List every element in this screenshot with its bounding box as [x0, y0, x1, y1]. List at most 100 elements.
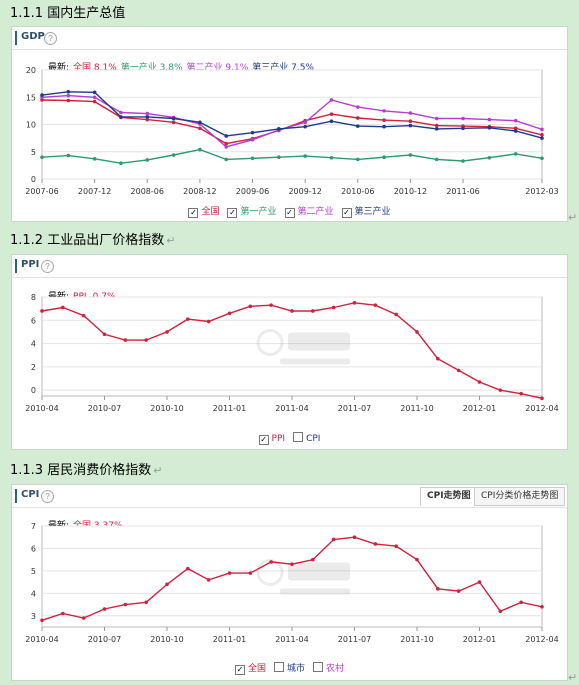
checkbox-checked-icon[interactable]: ✓: [188, 208, 199, 218]
data-point[interactable]: [119, 161, 123, 165]
data-point[interactable]: [311, 557, 315, 562]
data-point[interactable]: [269, 560, 273, 564]
legend-item[interactable]: CPI: [293, 432, 320, 444]
data-point[interactable]: [40, 155, 44, 159]
data-point[interactable]: [373, 542, 378, 546]
data-point[interactable]: [331, 305, 336, 310]
data-point[interactable]: [487, 125, 492, 130]
legend-item[interactable]: ✓ 全国: [234, 661, 266, 675]
data-point[interactable]: [224, 157, 229, 162]
data-point[interactable]: [145, 158, 150, 162]
data-point[interactable]: [40, 309, 44, 313]
data-point[interactable]: [436, 587, 440, 591]
data-point[interactable]: [513, 118, 518, 123]
data-point[interactable]: [145, 115, 150, 119]
legend-item[interactable]: 城市: [273, 661, 305, 674]
data-point[interactable]: [171, 153, 176, 157]
data-point[interactable]: [477, 580, 482, 584]
data-point[interactable]: [81, 313, 86, 318]
checkbox-checked-icon[interactable]: ✓: [227, 208, 238, 218]
data-point[interactable]: [408, 119, 413, 124]
data-point[interactable]: [61, 305, 65, 310]
data-point[interactable]: [382, 124, 386, 129]
data-point[interactable]: [248, 304, 253, 309]
data-point[interactable]: [40, 98, 44, 102]
checkbox-checked-icon[interactable]: ✓: [284, 208, 295, 218]
data-point[interactable]: [513, 129, 518, 133]
checkbox-unchecked-icon[interactable]: [293, 432, 304, 442]
data-point[interactable]: [498, 388, 503, 392]
data-point[interactable]: [408, 123, 413, 128]
legend-item[interactable]: 农村: [313, 661, 344, 674]
data-point[interactable]: [92, 90, 97, 95]
legend-item[interactable]: ✓ 全国: [188, 204, 219, 218]
data-point[interactable]: [408, 111, 413, 115]
data-point[interactable]: [206, 319, 211, 324]
data-point[interactable]: [198, 120, 202, 125]
data-point[interactable]: [119, 115, 123, 119]
data-point[interactable]: [92, 157, 97, 161]
data-point[interactable]: [66, 90, 71, 94]
data-point[interactable]: [227, 311, 232, 316]
legend-item[interactable]: ✓ 第二产业: [284, 204, 334, 218]
legend-item[interactable]: ✓ 第三产业: [341, 204, 391, 218]
data-point[interactable]: [513, 152, 518, 156]
data-point[interactable]: [66, 153, 71, 158]
data-point[interactable]: [303, 154, 307, 158]
checkbox-unchecked-icon[interactable]: [313, 662, 323, 672]
data-point[interactable]: [436, 356, 440, 361]
data-point[interactable]: [250, 130, 255, 135]
data-point[interactable]: [81, 616, 86, 620]
data-point[interactable]: [311, 309, 315, 313]
data-point[interactable]: [61, 611, 65, 616]
data-point[interactable]: [456, 368, 461, 373]
data-point[interactable]: [66, 98, 71, 103]
data-point[interactable]: [277, 155, 281, 159]
data-point[interactable]: [119, 110, 123, 115]
data-point[interactable]: [355, 105, 360, 109]
data-point[interactable]: [540, 133, 544, 137]
data-point[interactable]: [329, 112, 334, 116]
data-point[interactable]: [408, 153, 413, 157]
data-point[interactable]: [165, 582, 169, 587]
data-point[interactable]: [434, 123, 439, 128]
data-point[interactable]: [352, 535, 357, 540]
data-point[interactable]: [171, 120, 176, 125]
data-point[interactable]: [269, 303, 273, 307]
data-point[interactable]: [290, 309, 294, 313]
data-point[interactable]: [227, 571, 232, 575]
data-point[interactable]: [461, 116, 465, 121]
data-point[interactable]: [145, 111, 150, 116]
data-point[interactable]: [224, 134, 229, 138]
data-point[interactable]: [415, 330, 419, 334]
data-point[interactable]: [355, 124, 360, 128]
data-point[interactable]: [277, 127, 281, 131]
data-point[interactable]: [519, 600, 523, 605]
data-point[interactable]: [224, 141, 229, 146]
data-point[interactable]: [519, 391, 523, 396]
data-point[interactable]: [461, 159, 465, 163]
data-point[interactable]: [303, 124, 307, 129]
checkbox-checked-icon[interactable]: ✓: [234, 665, 245, 675]
data-point[interactable]: [434, 157, 439, 162]
data-point[interactable]: [198, 147, 202, 152]
checkbox-checked-icon[interactable]: ✓: [341, 208, 352, 218]
data-point[interactable]: [102, 332, 107, 337]
data-point[interactable]: [415, 557, 419, 562]
data-point[interactable]: [248, 571, 253, 575]
data-point[interactable]: [352, 301, 357, 305]
data-point[interactable]: [329, 98, 334, 102]
data-point[interactable]: [123, 602, 128, 607]
data-point[interactable]: [40, 93, 44, 97]
data-point[interactable]: [434, 127, 439, 131]
help-icon[interactable]: ?: [41, 260, 54, 273]
data-point[interactable]: [186, 566, 190, 571]
data-point[interactable]: [540, 136, 544, 140]
data-point[interactable]: [355, 157, 360, 162]
data-point[interactable]: [329, 155, 334, 160]
checkbox-unchecked-icon[interactable]: [273, 662, 284, 672]
help-icon[interactable]: ?: [44, 32, 57, 45]
data-point[interactable]: [66, 93, 71, 98]
data-point[interactable]: [171, 116, 176, 121]
data-point[interactable]: [165, 330, 169, 334]
